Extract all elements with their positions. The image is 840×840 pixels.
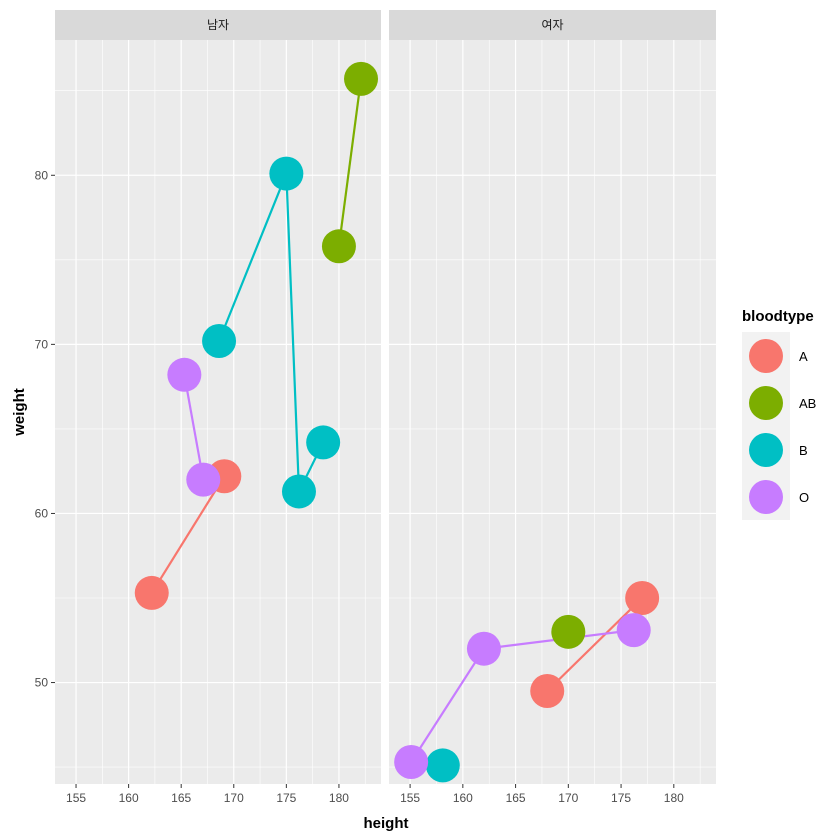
facet-strip-label: 남자 bbox=[207, 18, 229, 32]
y-tick-label: 60 bbox=[35, 506, 49, 520]
data-point-O bbox=[616, 613, 651, 648]
x-tick-label: 175 bbox=[276, 791, 296, 805]
data-point-B bbox=[269, 156, 304, 191]
facet-strip bbox=[389, 10, 716, 40]
data-point-A bbox=[530, 674, 565, 708]
legend-label-AB: AB bbox=[799, 396, 816, 411]
data-point-B bbox=[202, 323, 237, 358]
x-tick-label: 175 bbox=[611, 791, 631, 805]
x-tick-label: 155 bbox=[66, 791, 86, 805]
legend-key-B bbox=[749, 433, 783, 467]
legend: A AB B O bbox=[742, 332, 816, 520]
legend-title: bloodtype bbox=[742, 308, 814, 325]
series-line-O bbox=[183, 374, 205, 480]
facet-strip-label: 여자 bbox=[541, 18, 563, 32]
data-point-AB bbox=[344, 61, 379, 96]
x-tick-label: 160 bbox=[119, 791, 139, 805]
data-point-A bbox=[134, 575, 169, 610]
x-tick-label: 155 bbox=[400, 791, 420, 805]
x-axis-title: height bbox=[364, 815, 409, 832]
data-point-O bbox=[186, 462, 221, 497]
panel-2: 여자 155 160 165 170 175 180 bbox=[389, 10, 716, 805]
series-line-AB bbox=[337, 78, 363, 247]
series-line-B bbox=[218, 173, 325, 492]
data-point-B bbox=[306, 425, 341, 460]
legend-label-B: B bbox=[799, 443, 808, 458]
x-tick-label: 170 bbox=[558, 791, 578, 805]
x-tick-label: 160 bbox=[453, 791, 473, 805]
x-tick-label: 170 bbox=[224, 791, 244, 805]
legend-key-O bbox=[749, 480, 783, 514]
data-point-A bbox=[625, 581, 660, 615]
legend-label-A: A bbox=[799, 349, 808, 364]
data-point-O bbox=[394, 745, 429, 780]
y-tick-label: 70 bbox=[35, 337, 49, 351]
y-tick-label: 50 bbox=[35, 676, 49, 690]
facet-strip bbox=[55, 10, 381, 40]
series-line-A bbox=[546, 597, 643, 692]
x-tick-label: 165 bbox=[171, 791, 191, 805]
data-point-AB bbox=[551, 614, 586, 649]
legend-key-AB bbox=[749, 386, 783, 420]
x-tick-label: 180 bbox=[329, 791, 349, 805]
x-tick-label: 165 bbox=[506, 791, 526, 805]
y-axis-title: weight bbox=[11, 388, 28, 437]
data-point-O bbox=[167, 357, 202, 392]
panel-1: 남자 155 160 165 170 175 180 bbox=[55, 10, 381, 805]
data-point-O bbox=[466, 631, 501, 666]
data-point-B bbox=[281, 474, 316, 509]
panel-background bbox=[389, 40, 716, 784]
data-point-B bbox=[425, 748, 460, 783]
legend-key-A bbox=[749, 339, 783, 373]
data-point-AB bbox=[321, 229, 356, 264]
legend-label-O: O bbox=[799, 490, 809, 505]
y-tick-label: 80 bbox=[35, 168, 49, 182]
series-line-A bbox=[150, 475, 226, 594]
panel-background bbox=[55, 40, 381, 784]
x-tick-label: 180 bbox=[664, 791, 684, 805]
